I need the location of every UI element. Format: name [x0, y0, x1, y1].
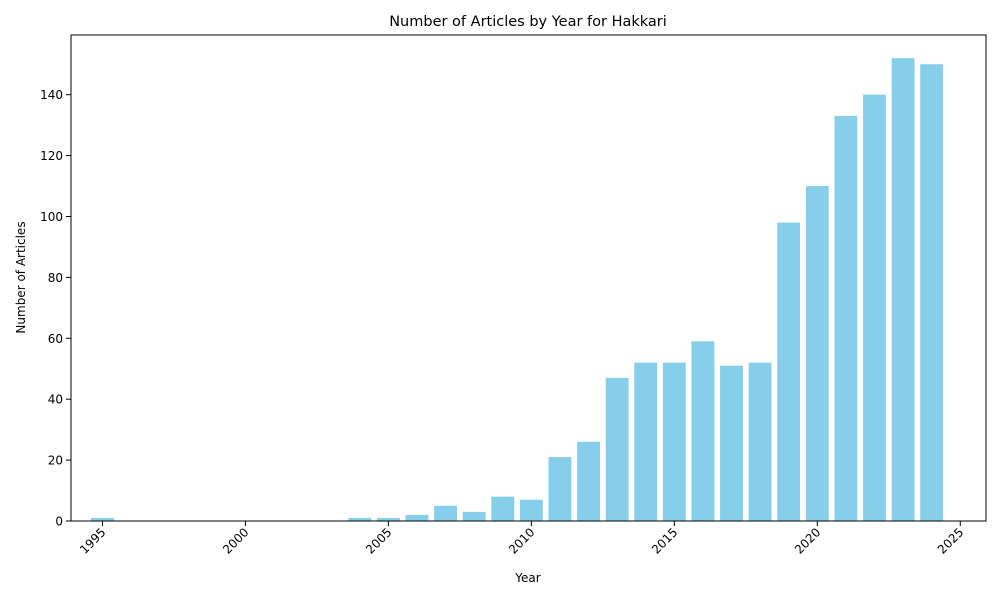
bar-2021 — [834, 116, 858, 521]
y-tick-label-120: 120 — [40, 149, 63, 163]
y-axis-label: Number of Articles — [14, 221, 28, 333]
x-tick-label-2000: 2000 — [220, 525, 251, 556]
bar-2015 — [662, 362, 686, 521]
y-tick-label-80: 80 — [48, 271, 63, 285]
bar-2004 — [348, 517, 372, 521]
bar-2006 — [405, 514, 429, 521]
y-tick-label-60: 60 — [48, 332, 63, 346]
bar-2010 — [519, 499, 543, 521]
bar-2017 — [720, 365, 743, 521]
x-tick-label-2025: 2025 — [935, 525, 966, 556]
chart-title: Number of Articles by Year for Hakkari — [389, 14, 667, 30]
bar-2008 — [462, 511, 486, 521]
bar-2019 — [777, 222, 801, 521]
bar-2020 — [805, 186, 829, 521]
bar-2018 — [748, 362, 772, 521]
bar-2012 — [577, 441, 600, 521]
x-axis-label: Year — [514, 571, 540, 585]
x-tick-label-2015: 2015 — [649, 525, 680, 556]
bar-2007 — [434, 505, 458, 521]
bar-2023 — [891, 58, 915, 522]
x-tick-label-2020: 2020 — [792, 525, 823, 556]
bar-2011 — [548, 457, 572, 521]
bars-layer — [91, 58, 944, 522]
bar-2022 — [863, 94, 886, 522]
plot-frame — [70, 34, 987, 522]
y-tick-label-100: 100 — [40, 210, 63, 224]
y-tick-label-0: 0 — [55, 515, 63, 529]
y-tick-label-40: 40 — [48, 393, 63, 407]
x-axis: 1995 2000 2005 2010 2015 2020 2025 — [77, 521, 966, 557]
y-tick-label-140: 140 — [40, 88, 63, 102]
x-tick-label-1995: 1995 — [77, 525, 108, 556]
x-tick-label-2005: 2005 — [363, 525, 394, 556]
y-tick-label-20: 20 — [48, 454, 63, 468]
x-tick-label-2010: 2010 — [506, 525, 537, 556]
y-axis: 0 20 40 60 80 100 120 140 — [40, 88, 71, 529]
bar-2013 — [605, 377, 629, 521]
bar-2014 — [634, 362, 658, 521]
bar-2016 — [691, 341, 715, 521]
bar-1995 — [91, 517, 114, 521]
bar-2009 — [491, 496, 515, 521]
bar-2005 — [376, 517, 400, 521]
bar-2024 — [920, 64, 944, 521]
